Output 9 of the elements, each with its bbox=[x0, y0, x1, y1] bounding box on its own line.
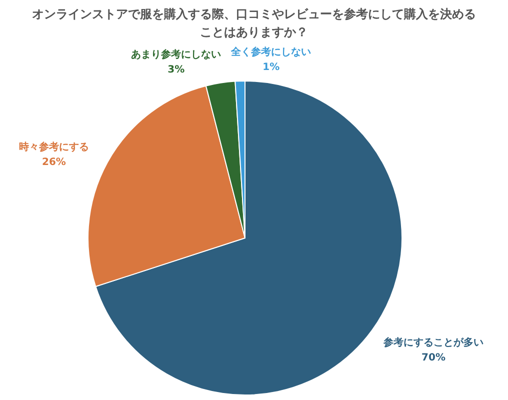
slice-label: 参考にすることが多い bbox=[382, 336, 484, 349]
slice-label: 全く参考にしない bbox=[230, 46, 312, 58]
data-label: 3% bbox=[168, 64, 185, 76]
data-label: 70% bbox=[422, 352, 446, 364]
slice-label: あまり参考にしない bbox=[131, 48, 222, 60]
chart-title: オンラインストアで服を購入する際、口コミやレビューを参考にして購入を決めることはありますか？ bbox=[32, 7, 476, 39]
data-label: 26% bbox=[42, 156, 66, 168]
data-label: 1% bbox=[262, 62, 280, 74]
slice-label: 時々参考にする bbox=[18, 140, 89, 153]
